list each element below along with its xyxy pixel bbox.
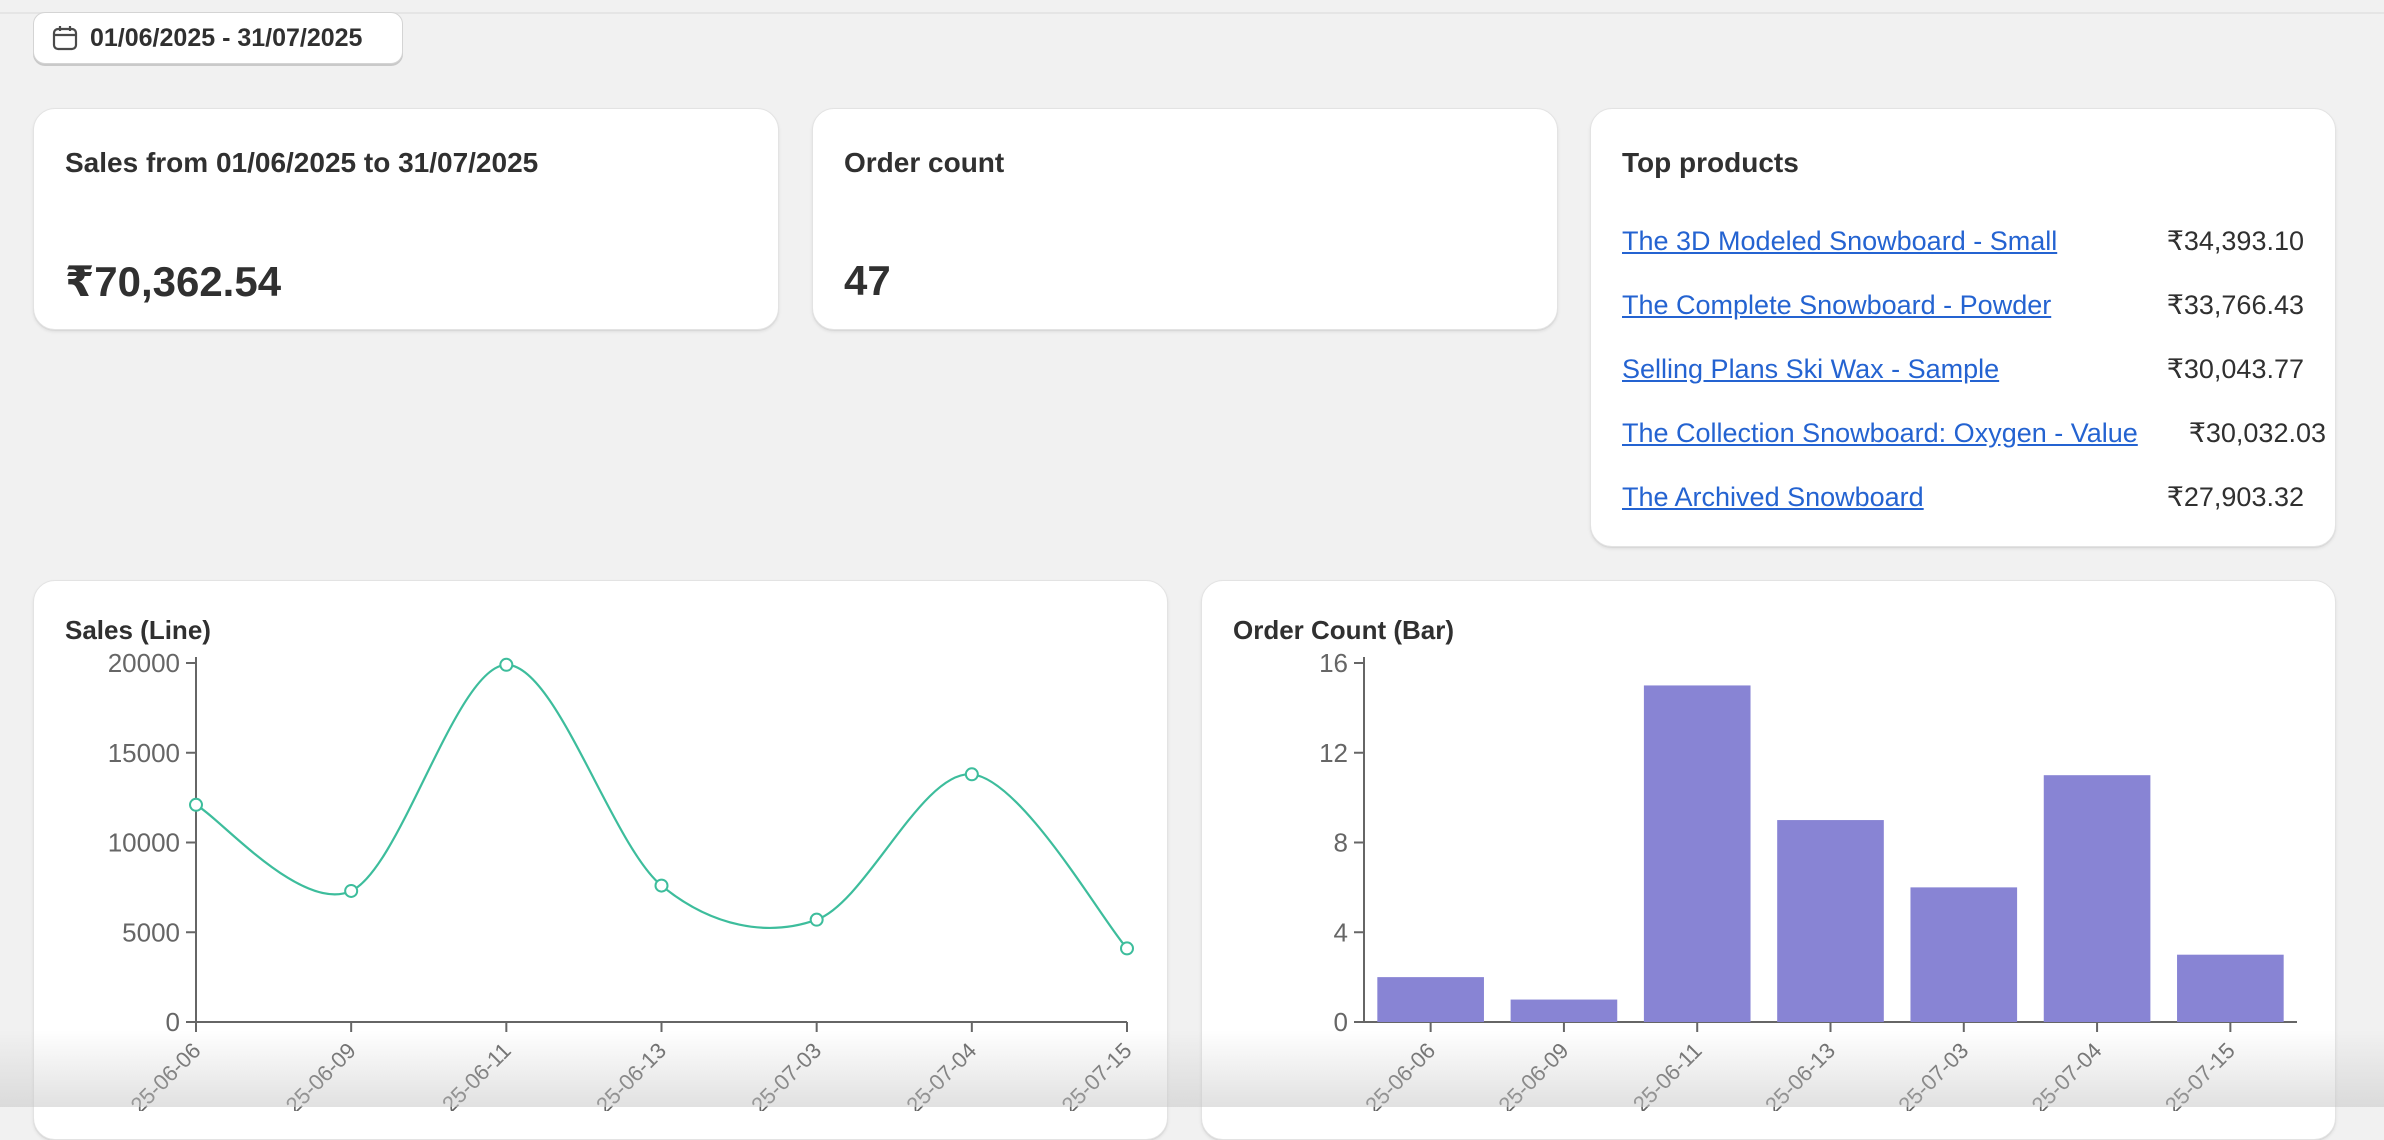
line-chart-title: Sales (Line)	[65, 615, 211, 645]
bar-chart-title: Order Count (Bar)	[1233, 615, 1454, 645]
order-count-bar	[1377, 977, 1484, 1022]
y-tick-label: 8	[1334, 828, 1348, 858]
y-tick-label: 20000	[108, 648, 180, 678]
y-tick-label: 0	[1334, 1007, 1348, 1037]
calendar-icon	[52, 26, 78, 51]
x-tick-label: 25-07-15	[1057, 1038, 1137, 1111]
top-products-card: Top products The 3D Modeled Snowboard - …	[1590, 108, 2336, 547]
order-count-title: Order count	[844, 147, 1005, 178]
top-product-row: Selling Plans Ski Wax - Sample ₹30,043.7…	[1622, 349, 2304, 389]
sales-data-point	[1120, 941, 1134, 956]
order-count-bar	[1643, 685, 1751, 1022]
sales-card: Sales from 01/06/2025 to 31/07/2025 ₹70,…	[33, 108, 779, 330]
x-tick-label: 25-07-04	[2027, 1038, 2107, 1111]
top-product-link[interactable]: The Archived Snowboard	[1622, 481, 1924, 512]
order-count-bar	[2177, 954, 2284, 1022]
sales-line-chart: 0 5000 10000 15000 20000 25-06-06 25-06-09 25-0…	[108, 648, 1137, 1111]
x-tick-label: 25-06-13	[1760, 1038, 1840, 1111]
order-count-bar	[1910, 887, 2018, 1022]
y-tick-label: 16	[1319, 648, 1348, 678]
top-product-link[interactable]: The 3D Modeled Snowboard - Small	[1622, 225, 2058, 256]
top-product-amount: ₹30,032.03	[2188, 417, 2326, 448]
sales-line-chart-card: Sales (Line) 0 5000 10000 15000 20000 25-06-0…	[33, 580, 1168, 1140]
top-product-amount: ₹27,903.32	[2166, 481, 2304, 512]
top-product-link[interactable]: Selling Plans Ski Wax - Sample	[1622, 353, 2000, 384]
x-tick-label: 25-06-11	[437, 1038, 516, 1111]
top-product-row: The Archived Snowboard ₹27,903.32	[1622, 477, 2304, 517]
sales-data-point	[189, 797, 203, 812]
y-tick-label: 12	[1319, 738, 1348, 768]
sales-card-value: ₹70,362.54	[65, 258, 282, 305]
header-divider	[0, 12, 2384, 14]
x-tick-label: 25-07-03	[746, 1038, 826, 1111]
x-tick-label: 25-07-15	[2160, 1038, 2240, 1111]
y-tick-label: 5000	[122, 917, 180, 947]
order-count-bar	[1510, 999, 1618, 1022]
top-products-title: Top products	[1622, 147, 1799, 178]
x-tick-label: 25-07-04	[901, 1038, 981, 1111]
sales-data-point	[809, 912, 824, 927]
top-product-link[interactable]: The Complete Snowboard - Powder	[1622, 289, 2052, 320]
sales-data-point	[344, 883, 359, 898]
y-tick-label: 4	[1334, 917, 1348, 947]
x-tick-label: 25-07-03	[1893, 1038, 1973, 1111]
sales-data-point	[654, 878, 669, 893]
date-range-label: 01/06/2025 - 31/07/2025	[90, 23, 363, 52]
x-tick-label: 25-06-09	[1494, 1038, 1574, 1111]
top-product-row: The 3D Modeled Snowboard - Small ₹34,393…	[1622, 221, 2304, 261]
date-range-button[interactable]: 01/06/2025 - 31/07/2025	[33, 12, 403, 64]
order-count-bar-chart: 0 4 8 12 16 25-06-06 25-06-09 25-06-11 25-06-13 2…	[1319, 648, 2297, 1111]
top-product-amount: ₹30,043.77	[2166, 353, 2304, 384]
sales-line-series	[195, 663, 1128, 950]
order-count-bar	[1777, 820, 1884, 1022]
sales-data-point	[499, 657, 514, 672]
x-tick-label: 25-06-11	[1628, 1038, 1707, 1111]
x-tick-label: 25-06-09	[281, 1038, 361, 1111]
y-tick-label: 0	[166, 1007, 180, 1037]
top-product-link[interactable]: The Collection Snowboard: Oxygen - Value	[1622, 417, 2138, 448]
order-count-value: 47	[844, 257, 891, 304]
x-tick-label: 25-06-06	[126, 1038, 206, 1111]
sales-data-point	[964, 767, 979, 782]
sales-card-title: Sales from 01/06/2025 to 31/07/2025	[65, 147, 539, 178]
order-bar-chart-card: Order Count (Bar) 0 4 8 12 16 25-06-06 25-06-0…	[1201, 580, 2336, 1140]
x-tick-label: 25-06-06	[1360, 1038, 1440, 1111]
top-product-amount: ₹33,766.43	[2166, 289, 2304, 320]
top-product-row: The Complete Snowboard - Powder ₹33,766.…	[1622, 285, 2304, 325]
order-count-bar	[2043, 775, 2151, 1022]
y-tick-label: 15000	[108, 738, 180, 768]
top-product-row: The Collection Snowboard: Oxygen - Value…	[1622, 413, 2326, 453]
top-product-amount: ₹34,393.10	[2166, 225, 2304, 256]
order-count-card: Order count 47	[812, 108, 1558, 330]
y-tick-label: 10000	[108, 828, 180, 858]
x-tick-label: 25-06-13	[591, 1038, 671, 1111]
